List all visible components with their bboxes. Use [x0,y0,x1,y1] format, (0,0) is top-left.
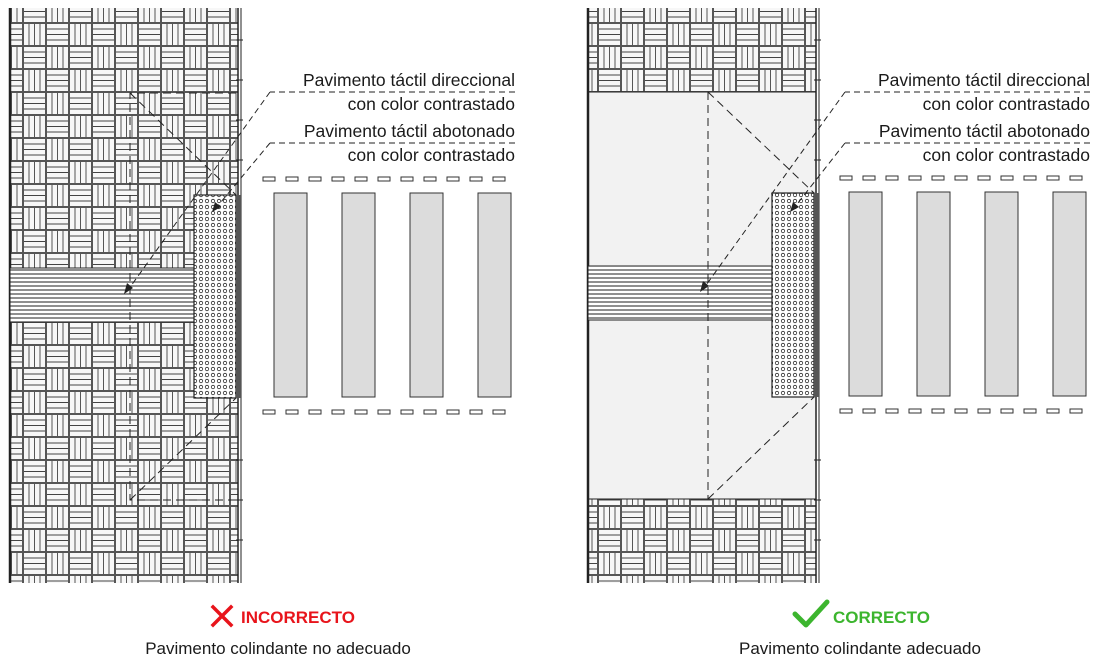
verdict-correct: CORRECTO [833,608,930,627]
cross-icon [210,604,234,628]
verdict-incorrect: INCORRECTO [241,608,355,627]
caption-left: Pavimento colindante no adecuado [145,639,411,657]
adjacent-paving-area-bottom [588,499,816,583]
check-icon [792,599,830,628]
label-button-line2: con color contrastado [923,145,1090,165]
button-tactile-area [771,192,815,398]
label-button-line1: Pavimento táctil abotonado [879,121,1090,141]
directional-tactile-strip [587,265,773,321]
caption-right: Pavimento colindante adecuado [739,639,981,657]
label-directional-line1: Pavimento táctil direccional [303,70,515,90]
zebra-crossing [848,191,1087,397]
label-button-line1: Pavimento táctil abotonado [304,121,515,141]
left-panel: Pavimento táctil direccional con color c… [8,8,515,657]
label-directional-line1: Pavimento táctil direccional [878,70,1090,90]
button-tactile-area [193,194,237,399]
crossing-dashed-edge [262,176,506,415]
crossing-dashed-edge [839,175,1083,414]
adjacent-paving-area-top [588,8,816,92]
label-directional-line2: con color contrastado [923,94,1090,114]
label-directional-line2: con color contrastado [348,94,515,114]
right-panel: Pavimento táctil direccional con color c… [586,8,1090,657]
zebra-crossing [273,192,512,398]
label-button-line2: con color contrastado [348,145,515,165]
directional-tactile-strip [9,267,195,323]
